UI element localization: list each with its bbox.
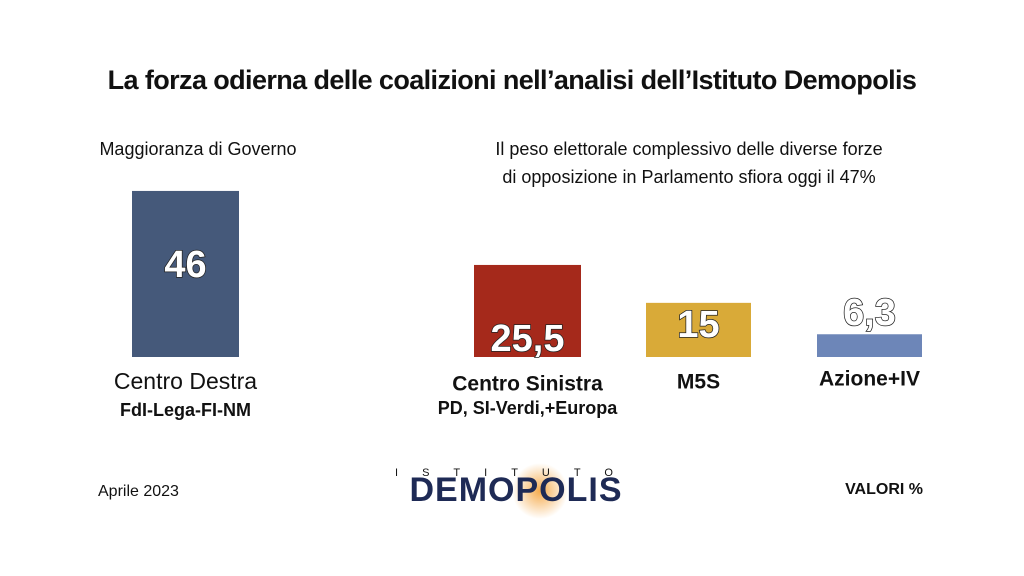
date: Aprile 2023 [98,483,179,500]
subcategory-label: FdI-Lega-FI-NM [120,400,251,420]
bar [474,264,581,357]
chart-title: La forza odierna delle coalizioni nell’a… [108,65,917,95]
category-label: Centro Destra [114,368,257,394]
category-label: Centro Sinistra [452,373,603,396]
category-label: Azione+IV [819,368,920,391]
category-label: M5S [677,371,720,394]
logo-name: DEMOPOLIS [409,471,622,509]
value-label: 6,3 [843,292,896,334]
annotation: Il peso elettorale complessivo delle div… [495,139,882,159]
bar [817,334,922,357]
logo-top: ISTITUTO [395,467,637,479]
units-note: VALORI % [845,481,923,498]
value-label: 15 [677,304,719,346]
annotation: di opposizione in Parlamento sfiora oggi… [502,167,875,187]
logo-glow [512,463,568,519]
bar [646,302,751,357]
subcategory-label: PD, SI-Verdi,+Europa [438,398,619,418]
group-label: Maggioranza di Governo [99,139,296,159]
bar [132,190,239,357]
value-label: 25,5 [491,318,565,360]
value-label: 46 [164,244,206,286]
